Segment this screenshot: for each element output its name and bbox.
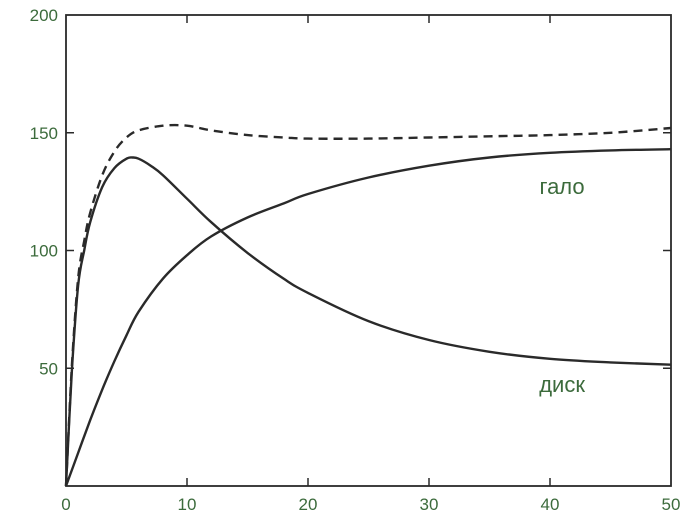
series-lines [64, 123, 672, 487]
y-tick-label: 150 [30, 124, 58, 143]
y-tick-label: 200 [30, 6, 58, 25]
series-line-0 [64, 148, 672, 487]
x-tick-label: 10 [178, 495, 197, 514]
x-tick-label: 0 [61, 495, 70, 514]
series-line-1 [64, 156, 672, 487]
axis-ticks [66, 15, 671, 486]
y-tick-label: 50 [39, 359, 58, 378]
x-tick-label: 40 [541, 495, 560, 514]
tick-labels: 0 10 20 30 40 50 50 100 150 200 [30, 6, 681, 514]
y-tick-label: 100 [30, 242, 58, 261]
x-tick-label: 20 [299, 495, 318, 514]
x-tick-label: 30 [420, 495, 439, 514]
plot-frame [65, 14, 672, 487]
series-labels: гало диск [539, 174, 585, 397]
series-annotation: диск [539, 372, 585, 397]
series-annotation: гало [540, 174, 585, 199]
x-tick-label: 50 [662, 495, 681, 514]
total-dashed-line [64, 123, 672, 487]
